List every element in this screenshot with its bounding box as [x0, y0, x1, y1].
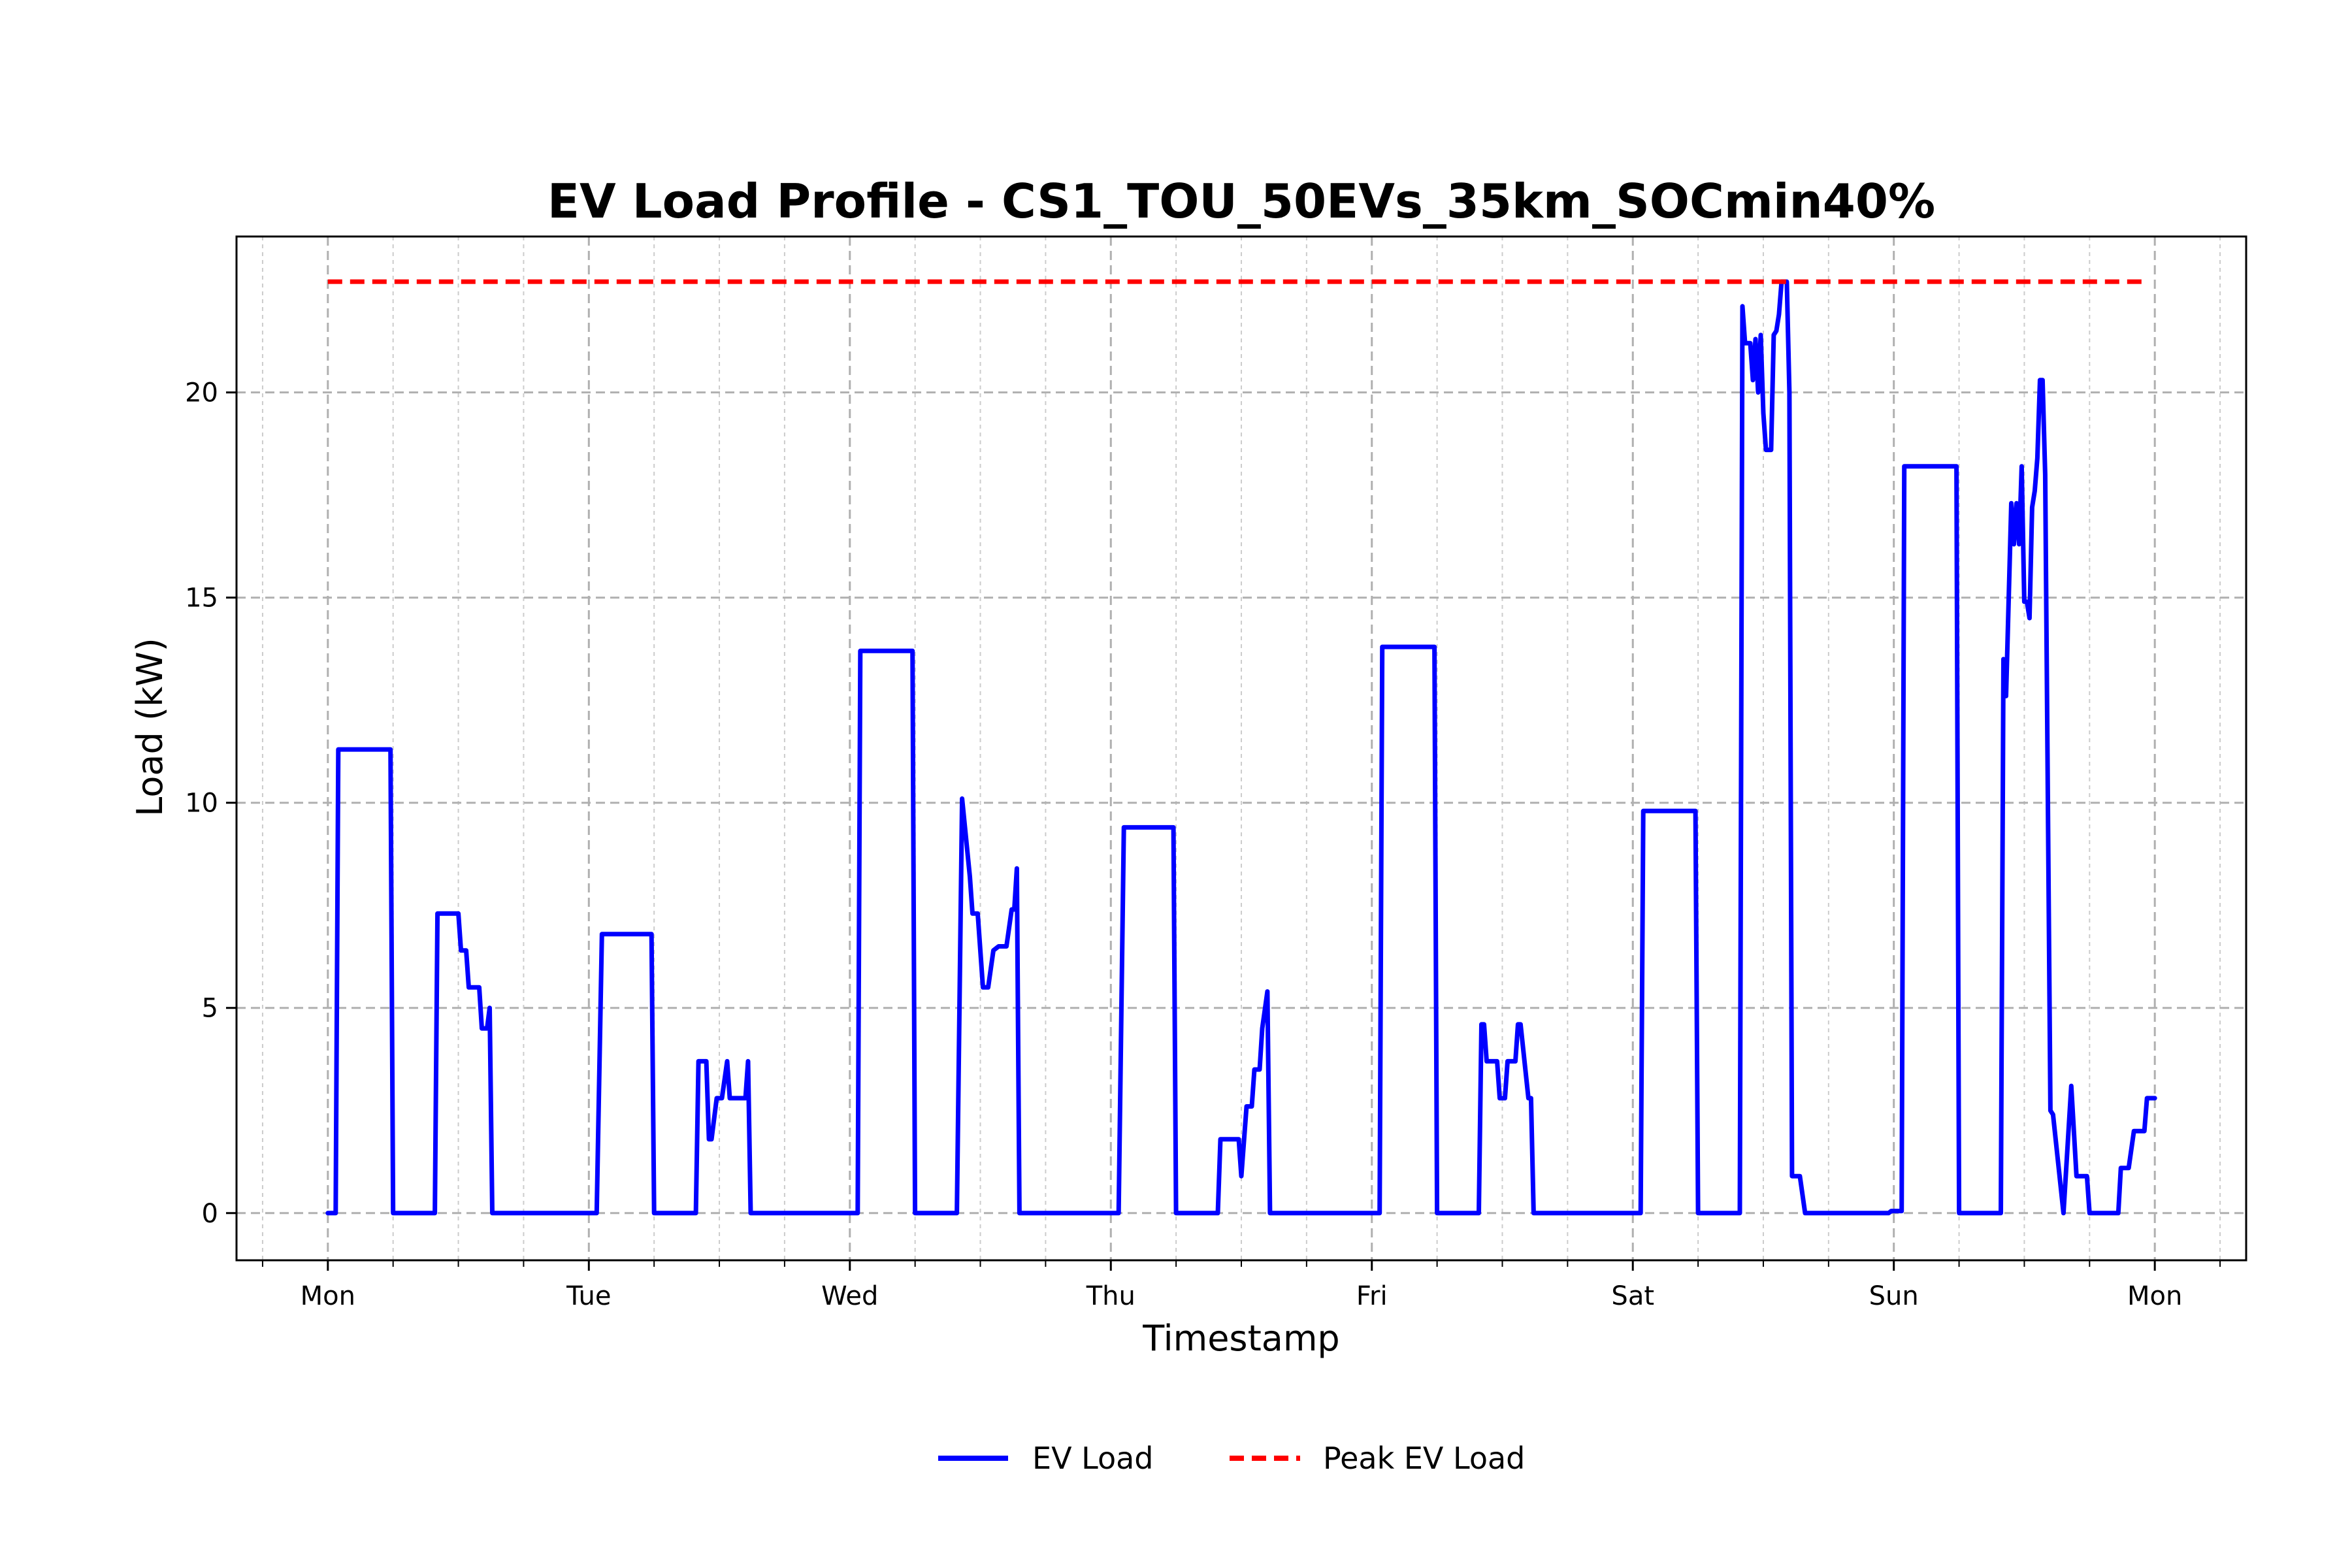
y-tick-label: 10 [185, 789, 218, 819]
x-tick-label: Sun [1869, 1281, 1919, 1311]
legend-ev-load-label: EV Load [1032, 1441, 1154, 1476]
x-tick-label: Fri [1356, 1281, 1388, 1311]
y-tick-label: 15 [185, 583, 218, 613]
legend: EV Load Peak EV Load [938, 1441, 1525, 1476]
legend-peak-ev-load-label: Peak EV Load [1323, 1441, 1525, 1476]
x-tick-label: Sat [1611, 1281, 1654, 1311]
y-axis-label: Load (kW) [129, 638, 171, 817]
y-tick-label: 0 [202, 1199, 218, 1229]
chart-title: EV Load Profile - CS1_TOU_50EVs_35km_SOC… [547, 174, 1935, 229]
ev-load-series-line [325, 279, 2157, 1216]
x-axis-label: Timestamp [1142, 1318, 1339, 1359]
grid [237, 237, 2246, 1260]
x-tick-label: Thu [1086, 1281, 1135, 1311]
x-tick-label: Tue [566, 1281, 611, 1311]
x-tick-label: Mon [301, 1281, 355, 1311]
x-tick-label: Wed [821, 1281, 878, 1311]
series-layer [325, 279, 2157, 1216]
y-tick-label: 5 [202, 994, 218, 1024]
x-tick-label: Mon [2127, 1281, 2182, 1311]
axis-ticks: Mon Tue Wed Thu Fri Sat Sun Mon 0 5 10 15 20 [185, 378, 2221, 1311]
y-tick-label: 20 [185, 378, 218, 408]
